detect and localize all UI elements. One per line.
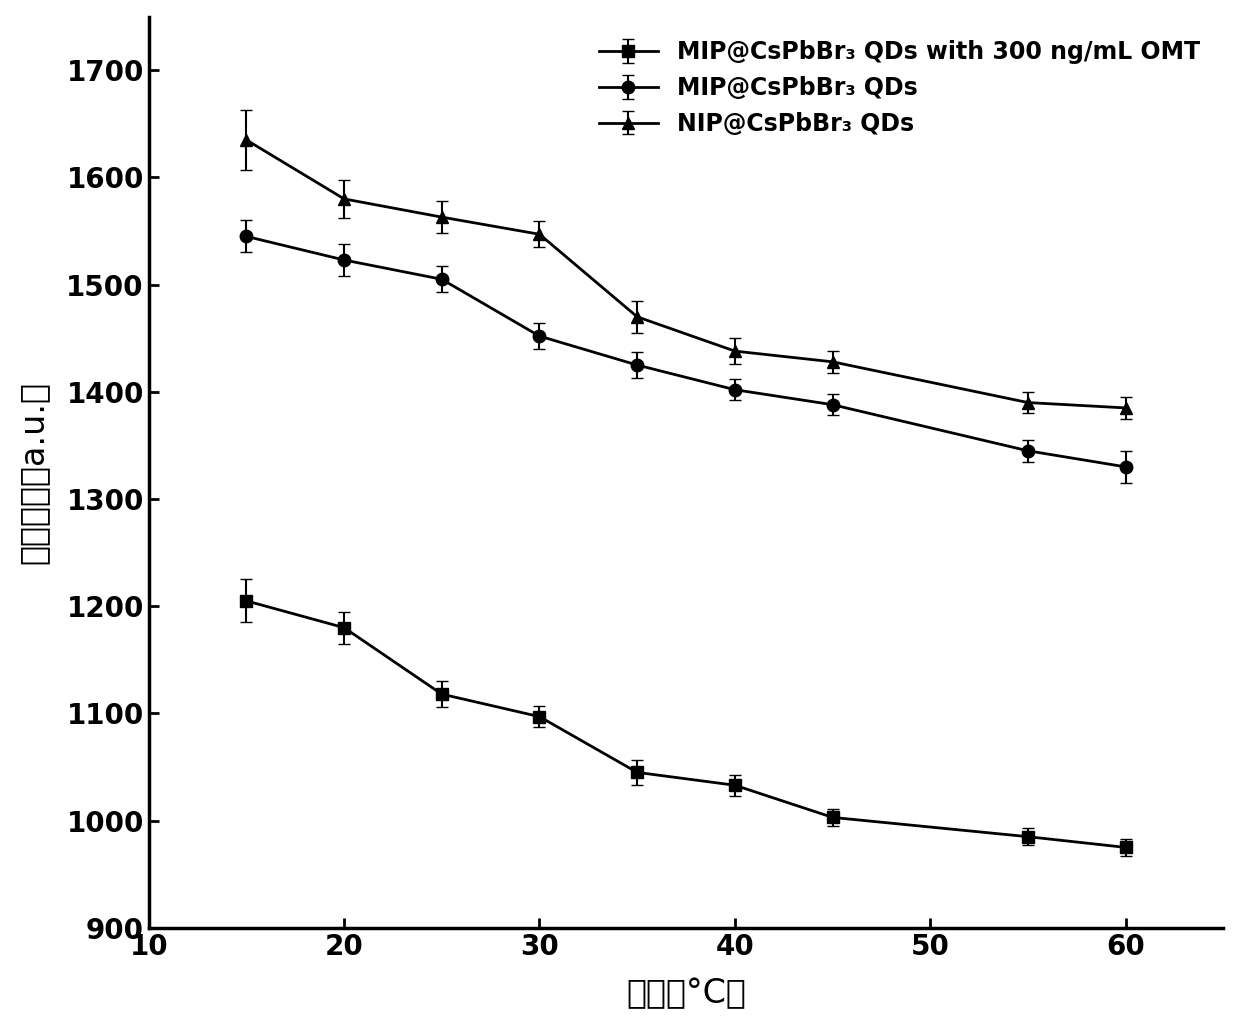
- Y-axis label: 荧光强度（a.u.）: 荧光强度（a.u.）: [16, 381, 50, 564]
- X-axis label: 温度（°C）: 温度（°C）: [626, 978, 746, 1011]
- Legend: MIP@CsPbBr₃ QDs with 300 ng/mL OMT, MIP@CsPbBr₃ QDs, NIP@CsPbBr₃ QDs: MIP@CsPbBr₃ QDs with 300 ng/mL OMT, MIP@…: [587, 29, 1211, 148]
